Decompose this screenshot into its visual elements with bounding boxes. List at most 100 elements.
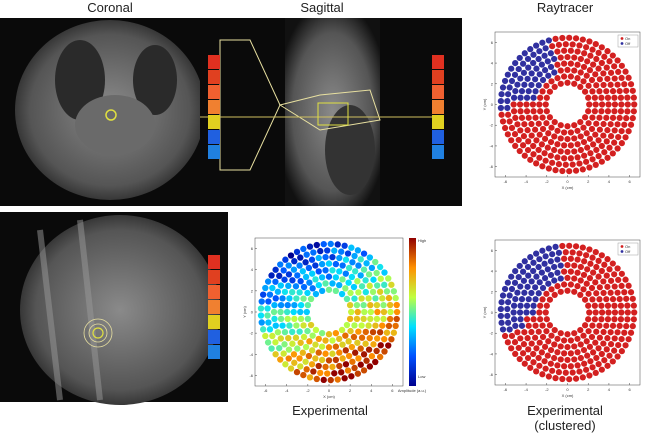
dot	[499, 326, 507, 333]
dot	[604, 316, 612, 323]
dot	[388, 336, 395, 343]
dot	[506, 326, 513, 333]
dot	[595, 345, 602, 352]
dot	[601, 261, 608, 268]
x-tick-label: -2	[545, 387, 549, 392]
dot	[630, 302, 637, 309]
dot	[571, 275, 578, 282]
dot	[579, 374, 586, 381]
dot	[598, 108, 605, 115]
dot	[511, 279, 519, 286]
dot	[574, 283, 581, 290]
dot	[589, 46, 596, 53]
dot	[561, 155, 568, 162]
dot	[617, 94, 625, 101]
dot	[521, 258, 528, 265]
dot	[576, 368, 583, 375]
dot	[518, 114, 526, 121]
dot	[618, 348, 625, 355]
dot	[376, 288, 384, 295]
dot	[567, 350, 574, 357]
dot	[372, 322, 379, 329]
dot	[317, 247, 324, 255]
dot	[357, 361, 364, 368]
dot	[567, 47, 574, 54]
dot	[367, 301, 374, 309]
dot	[549, 43, 556, 50]
dot	[623, 295, 630, 302]
dot	[577, 291, 584, 299]
dot	[380, 308, 388, 316]
x-axis-label: X (cm)	[562, 393, 574, 398]
dot	[369, 288, 377, 296]
dot	[574, 154, 581, 161]
dot	[596, 126, 603, 133]
colorbar-label: Amplitude (a.u.)	[398, 388, 427, 393]
dot	[536, 362, 543, 369]
dot	[601, 149, 608, 156]
dot	[557, 356, 564, 363]
dot	[547, 360, 554, 367]
dot	[551, 291, 558, 299]
dot	[528, 81, 535, 89]
dot	[310, 368, 317, 375]
dot	[617, 302, 625, 309]
dot	[549, 367, 556, 374]
dot	[533, 345, 540, 352]
dot	[315, 349, 322, 356]
dot	[585, 82, 592, 89]
dot	[617, 316, 625, 323]
y-tick-label: 2	[491, 81, 494, 86]
dot	[498, 319, 505, 326]
dot	[368, 264, 376, 272]
dot	[514, 329, 521, 336]
dot	[580, 332, 587, 339]
dot	[595, 361, 602, 368]
dot	[583, 44, 590, 51]
dot	[517, 75, 524, 82]
dot	[604, 154, 611, 161]
dot	[350, 333, 358, 341]
dot	[583, 252, 590, 259]
dot	[566, 34, 573, 41]
dot	[332, 343, 340, 350]
dot	[587, 358, 594, 365]
dot	[345, 279, 352, 286]
y-tick-label: 4	[491, 269, 494, 274]
dot	[520, 341, 528, 348]
dot	[535, 263, 542, 271]
dot	[554, 75, 561, 82]
dot	[365, 271, 373, 278]
dot	[604, 75, 611, 82]
dot	[542, 157, 549, 164]
dot	[332, 260, 340, 268]
dot	[530, 142, 537, 150]
dot	[569, 41, 576, 48]
dot	[551, 354, 558, 362]
dot	[564, 287, 571, 294]
dot	[264, 278, 272, 285]
dot	[325, 344, 333, 351]
dot	[272, 351, 279, 358]
dot	[322, 253, 329, 261]
dot	[592, 161, 599, 169]
dot	[281, 328, 289, 336]
y-tick-label: -2	[249, 331, 253, 336]
dot	[510, 94, 518, 101]
dot	[600, 70, 607, 77]
dot	[293, 295, 300, 302]
dot	[297, 363, 304, 370]
dot	[365, 295, 372, 302]
dot	[560, 73, 568, 80]
x-tick-label: 4	[608, 387, 611, 392]
dot	[591, 302, 598, 309]
dot	[322, 280, 329, 287]
dot	[388, 281, 395, 288]
dot	[589, 114, 596, 121]
dot	[621, 329, 628, 336]
dot	[385, 275, 392, 282]
colorbar	[409, 238, 416, 386]
dot	[338, 326, 346, 334]
dot	[361, 308, 368, 316]
dot	[530, 51, 537, 58]
